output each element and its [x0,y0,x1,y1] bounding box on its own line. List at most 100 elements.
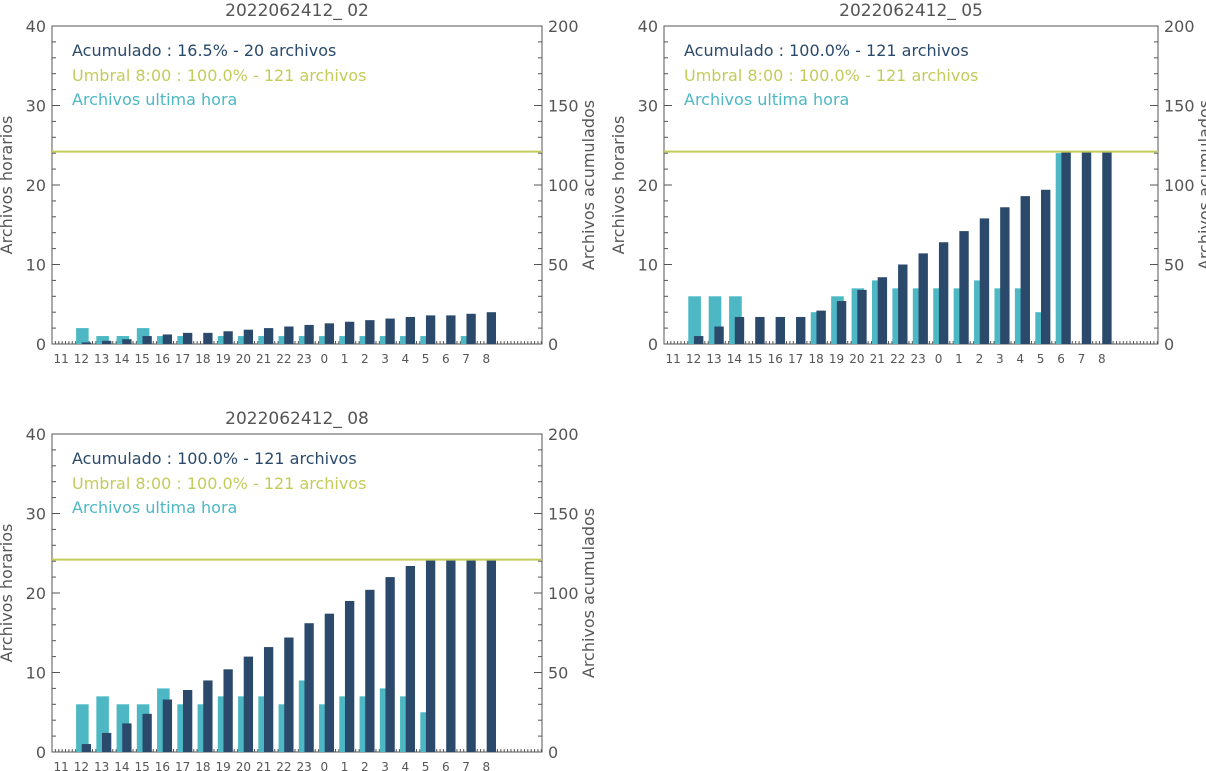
x-tick-label: 19 [215,352,230,366]
legend-cumulative: Acumulado : 100.0% - 121 archivos [72,449,357,468]
legend-hourly: Archivos ultima hora [72,498,237,517]
x-tick-label: 15 [134,760,149,771]
x-tick-label: 2 [976,352,984,366]
cumulative-bar [223,331,233,344]
y-right-tick-label: 50 [1164,256,1184,275]
x-tick-label: 5 [422,760,430,771]
x-tick-label: 4 [1016,352,1024,366]
x-tick-label: 13 [94,352,109,366]
y-right-tick-label: 200 [1164,17,1195,36]
y-left-tick-label: 10 [26,256,46,275]
cumulative-bar [877,277,888,344]
y-left-tick-label: 30 [26,505,46,524]
cumulative-bar [344,321,355,344]
cumulative-bar [162,334,173,344]
x-tick-label: 13 [94,760,109,771]
cumulative-bar [918,253,928,344]
cumulative-bar [466,559,476,752]
y-right-tick-label: 100 [548,176,579,195]
x-tick-label: 21 [256,352,271,366]
cumulative-bar [425,315,436,344]
x-tick-label: 3 [381,352,389,366]
cumulative-bar [486,559,497,752]
chart-1: 2022062412_ 02010203040050100150200Archi… [0,1,598,366]
legend-threshold: Umbral 8:00 : 100.0% - 121 archivos [72,66,366,85]
y-right-tick-label: 100 [1164,176,1195,195]
cumulative-bar [203,332,213,344]
cumulative-bar [1040,189,1051,344]
cumulative-bar [324,323,335,344]
cumulative-bar [243,656,254,752]
cumulative-bar [425,559,436,752]
x-tick-label: 13 [706,352,721,366]
x-tick-label: 2 [361,352,369,366]
x-tick-label: 16 [155,352,170,366]
x-tick-label: 17 [788,352,803,366]
x-tick-label: 5 [1037,352,1045,366]
x-tick-label: 11 [666,352,681,366]
x-tick-label: 7 [462,352,470,366]
x-tick-label: 11 [53,352,68,366]
y-right-tick-label: 0 [548,743,558,762]
x-tick-label: 23 [911,352,926,366]
cumulative-bar [101,340,112,344]
hourly-bar [96,336,109,344]
hourly-bar [688,296,701,344]
cumulative-bar [836,301,847,344]
chart-title: 2022062412_ 08 [225,409,369,429]
x-tick-label: 5 [422,352,430,366]
cumulative-bar [959,231,969,344]
cumulative-bar [979,218,990,344]
y-right-axis-label: Archivos acumulados [1195,100,1206,270]
y-left-tick-label: 0 [648,335,658,354]
cumulative-bar [796,316,806,344]
cumulative-bar [898,264,908,344]
x-tick-label: 23 [296,352,311,366]
cumulative-bar [122,339,132,344]
x-tick-label: 19 [829,352,844,366]
x-tick-label: 18 [808,352,823,366]
x-tick-label: 8 [482,760,490,771]
y-left-tick-label: 10 [26,664,46,683]
hourly-bar [76,704,89,752]
cumulative-bar [142,336,152,344]
x-tick-label: 20 [236,352,251,366]
y-right-tick-label: 200 [548,17,579,36]
x-tick-label: 22 [890,352,905,366]
x-tick-label: 1 [341,352,349,366]
y-left-tick-label: 20 [638,176,658,195]
cumulative-bar [938,242,949,344]
cumulative-bar [775,316,786,344]
cumulative-bar [405,316,416,344]
x-tick-label: 22 [276,760,291,771]
x-tick-label: 17 [175,760,190,771]
cumulative-bar [857,289,867,344]
y-right-tick-label: 200 [548,425,579,444]
x-tick-label: 0 [321,760,329,771]
y-right-tick-label: 100 [548,584,579,603]
cumulative-bar [304,324,314,344]
x-tick-label: 0 [321,352,329,366]
x-tick-label: 14 [114,352,129,366]
cumulative-bar [1081,151,1092,344]
x-tick-label: 0 [935,352,943,366]
x-tick-label: 14 [114,760,129,771]
y-left-tick-label: 40 [26,425,46,444]
y-left-axis-label: Archivos horarios [609,116,628,255]
x-tick-label: 6 [442,760,450,771]
x-tick-label: 4 [402,760,410,771]
cumulative-bar [182,689,193,752]
chart-3: 2022062412_ 08010203040050100150200Archi… [0,409,598,771]
x-tick-label: 23 [296,760,311,771]
x-tick-label: 7 [1078,352,1086,366]
y-left-tick-label: 0 [36,743,46,762]
x-tick-label: 8 [1098,352,1106,366]
x-tick-label: 3 [996,352,1004,366]
cumulative-bar [693,336,704,344]
y-right-tick-label: 150 [548,97,579,116]
x-tick-label: 19 [215,760,230,771]
x-tick-label: 1 [341,760,349,771]
cumulative-bar [284,326,294,344]
y-right-tick-label: 0 [1164,335,1174,354]
cumulative-bar [162,699,173,752]
